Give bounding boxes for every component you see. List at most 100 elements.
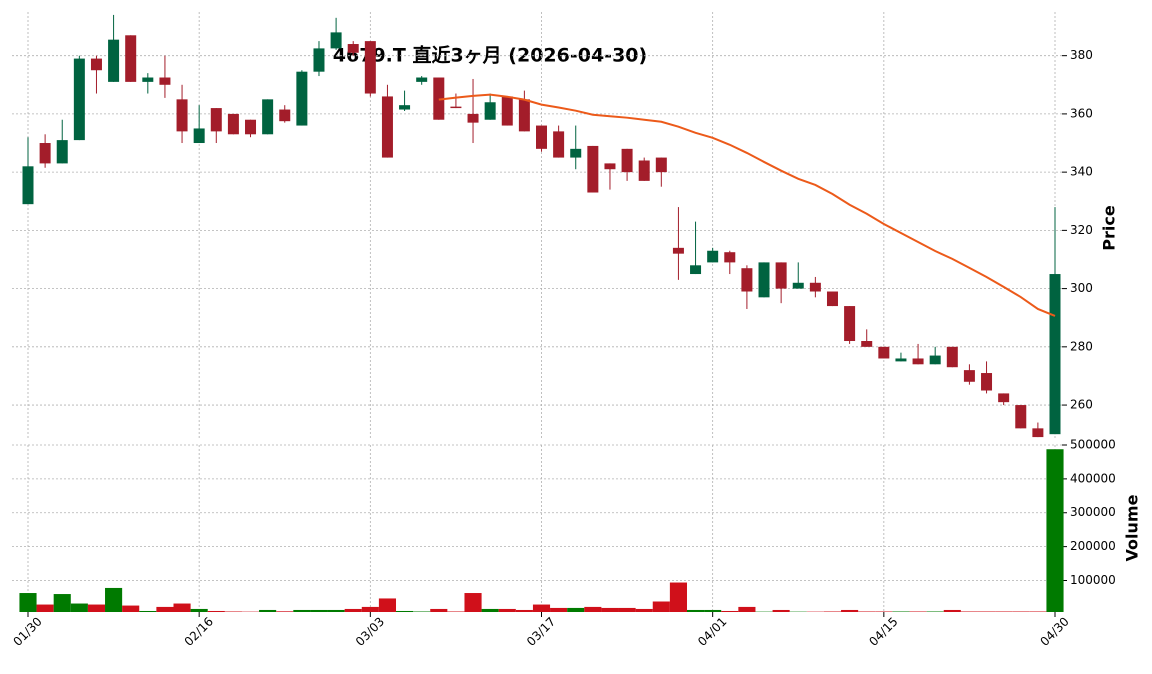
- y-tick-label: 340: [1070, 165, 1093, 179]
- candle-body: [570, 149, 581, 158]
- x-tick-label: 01/30: [10, 614, 44, 648]
- volume-bar: [841, 610, 858, 612]
- candle-body: [553, 131, 564, 157]
- candle-body: [74, 59, 85, 141]
- candle-body: [416, 78, 427, 82]
- volume-bar: [173, 604, 190, 612]
- volume-bar: [310, 610, 327, 612]
- candle-body: [108, 40, 119, 82]
- volume-bar: [961, 611, 978, 612]
- candle-body: [194, 128, 205, 143]
- volume-bar: [413, 611, 430, 612]
- candle-body: [177, 99, 188, 131]
- volume-bar: [550, 608, 567, 612]
- candle-body: [159, 78, 170, 85]
- y-tick-label: 320: [1070, 223, 1093, 237]
- candle-body: [262, 99, 273, 134]
- volume-bar: [482, 609, 499, 612]
- volume-bar: [721, 611, 738, 612]
- volume-bar: [156, 607, 173, 612]
- y-tick-label: 360: [1070, 106, 1093, 120]
- candle-body: [930, 356, 941, 365]
- volume-tick-label: 300000: [1070, 505, 1116, 519]
- candle-body: [707, 251, 718, 263]
- candle-body: [313, 48, 324, 71]
- candle-body: [365, 41, 376, 93]
- volume-bar: [293, 610, 310, 612]
- candle-body: [810, 283, 821, 292]
- candle-body: [724, 252, 735, 262]
- volume-bar: [379, 598, 396, 612]
- volume-bar: [653, 601, 670, 612]
- volume-bar: [687, 610, 704, 612]
- volume-bar: [516, 610, 533, 612]
- y-tick-label: 380: [1070, 48, 1093, 62]
- volume-bar: [276, 611, 293, 612]
- candle-body: [639, 160, 650, 180]
- candle-body: [142, 78, 153, 82]
- candle-body: [296, 72, 307, 126]
- candle-body: [827, 292, 838, 307]
- candle-body: [759, 262, 770, 297]
- candle-body: [690, 265, 701, 274]
- candle-body: [878, 347, 889, 359]
- candle-body: [23, 166, 34, 204]
- candle-body: [604, 163, 615, 169]
- volume-bar: [19, 593, 36, 612]
- x-tick-label: 04/01: [695, 614, 729, 648]
- candle-body: [228, 114, 239, 134]
- volume-bar: [499, 609, 516, 612]
- candle-body: [964, 370, 975, 382]
- candle-body: [485, 102, 496, 119]
- candle-body: [211, 108, 222, 131]
- volume-bar: [139, 611, 156, 612]
- volume-bar: [345, 609, 362, 612]
- volume-bar: [636, 609, 653, 612]
- candle-body: [998, 393, 1009, 402]
- candle-body: [382, 96, 393, 157]
- volume-bar: [362, 607, 379, 612]
- candle-body: [981, 373, 992, 390]
- candle-body: [399, 105, 410, 109]
- volume-bar: [704, 610, 721, 612]
- volume-bar: [910, 611, 927, 612]
- candle-body: [947, 347, 958, 367]
- volume-bar: [464, 593, 481, 612]
- volume-bar: [54, 594, 71, 612]
- volume-tick-label: 400000: [1070, 471, 1116, 485]
- volume-bar: [328, 610, 345, 612]
- y-tick-label: 260: [1070, 398, 1093, 412]
- volume-bar: [927, 611, 944, 612]
- volume-bar: [1012, 611, 1029, 612]
- candle-body: [536, 126, 547, 149]
- volume-bar: [225, 611, 242, 612]
- candle-body: [468, 114, 479, 123]
- volume-tick-label: 200000: [1070, 539, 1116, 553]
- volume-bar: [396, 611, 413, 612]
- volume-bar: [122, 606, 139, 612]
- volume-bar: [567, 608, 584, 612]
- chart-title: 4679.T 直近3ヶ月 (2026-04-30): [333, 44, 647, 67]
- candle-body: [741, 268, 752, 291]
- x-tick-label: 04/30: [1037, 614, 1071, 648]
- volume-bar: [430, 609, 447, 612]
- candle-body: [502, 96, 513, 125]
- candle-body: [1050, 274, 1061, 434]
- volume-bar: [995, 611, 1012, 612]
- candle-body: [450, 107, 461, 108]
- volume-bar: [71, 604, 88, 612]
- candle-body: [844, 306, 855, 341]
- x-tick-label: 03/17: [524, 614, 558, 648]
- candle-body: [348, 44, 359, 53]
- candle-body: [895, 358, 906, 361]
- volume-bar: [105, 588, 122, 612]
- volume-bar: [670, 583, 687, 612]
- candle-body: [245, 120, 256, 135]
- volume-bar: [191, 609, 208, 612]
- volume-tick-label: 100000: [1070, 573, 1116, 587]
- candle-body: [913, 358, 924, 364]
- volume-bar: [824, 611, 841, 612]
- volume-bar: [601, 608, 618, 612]
- candle-body: [1032, 428, 1043, 437]
- volume-bar: [978, 611, 995, 612]
